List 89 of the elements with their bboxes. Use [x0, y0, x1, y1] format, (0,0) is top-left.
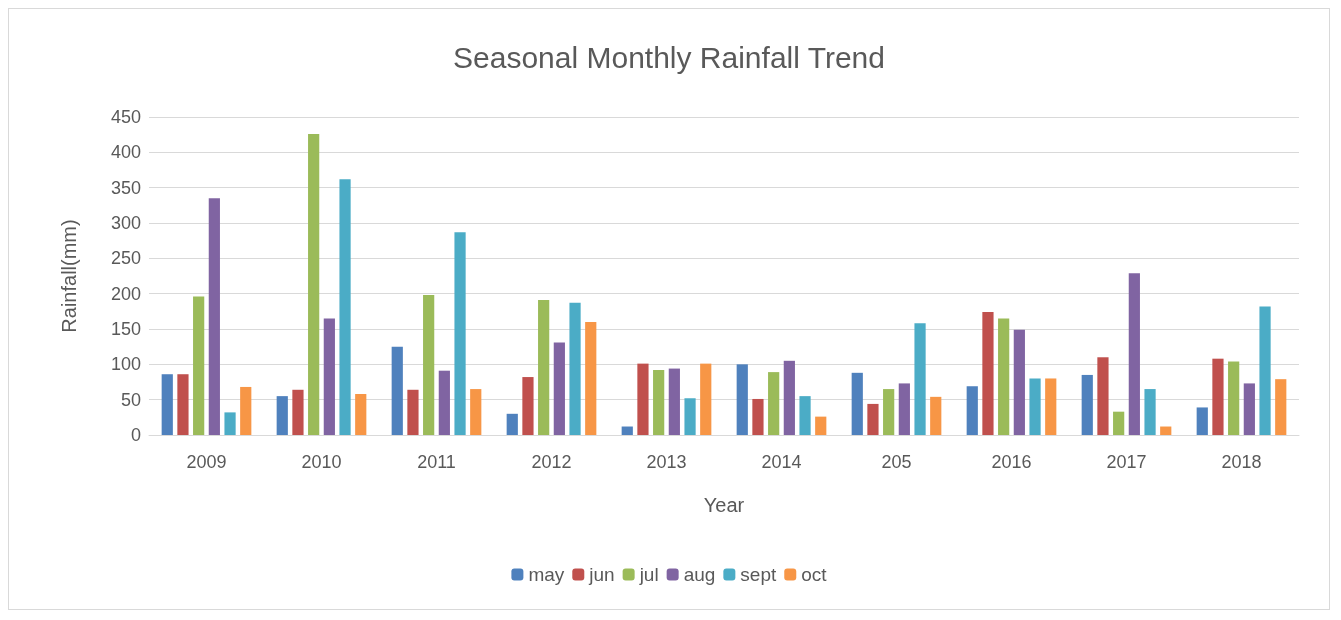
bar	[783, 360, 795, 435]
y-tick-label: 50	[120, 389, 141, 410]
y-axis-title: Rainfall(mm)	[58, 219, 80, 333]
y-tick-label: 300	[110, 213, 141, 233]
bar	[240, 386, 252, 435]
x-tick-label: 2012	[531, 452, 572, 472]
bar	[454, 232, 466, 435]
bar	[966, 386, 978, 435]
bar	[1196, 407, 1208, 435]
bar	[585, 321, 597, 435]
bar	[883, 389, 895, 435]
bar	[1113, 411, 1125, 435]
y-tick-label: 400	[110, 142, 141, 163]
bar	[391, 346, 403, 435]
bar	[815, 416, 827, 435]
bar	[898, 383, 910, 435]
bar	[668, 368, 680, 435]
bar	[538, 300, 550, 435]
bar	[1212, 358, 1224, 435]
x-tick-label: 2009	[186, 452, 227, 472]
bar	[914, 323, 926, 435]
legend-label: aug	[683, 564, 716, 585]
bar	[407, 389, 419, 435]
y-tick-label: 200	[110, 283, 141, 304]
bar	[292, 389, 304, 435]
bar	[177, 374, 189, 435]
bar	[930, 396, 942, 435]
chart-title: Seasonal Monthly Rainfall Trend	[453, 40, 885, 74]
bar	[193, 296, 205, 435]
y-tick-label: 150	[110, 319, 141, 339]
x-tick-label: 205	[881, 452, 912, 472]
x-tick-label: 2011	[417, 452, 456, 472]
y-tick-label: 100	[110, 354, 141, 375]
legend-label: oct	[801, 564, 828, 585]
y-tick-label: 350	[110, 177, 141, 198]
x-tick-label: 2018	[1221, 452, 1262, 472]
x-tick-label: 2016	[991, 452, 1032, 472]
bar	[276, 396, 288, 435]
bar	[438, 370, 450, 435]
bar	[851, 372, 863, 435]
bar	[323, 318, 335, 435]
bar	[553, 342, 565, 435]
bar	[339, 179, 351, 435]
bar	[867, 403, 879, 435]
y-tick-label: 0	[130, 425, 141, 445]
bar	[1081, 374, 1093, 435]
bar	[423, 295, 435, 435]
legend-label: jul	[638, 564, 659, 585]
bar	[1045, 378, 1057, 435]
bar	[1013, 329, 1025, 435]
bar	[208, 198, 220, 435]
bar	[799, 396, 811, 435]
bar	[224, 412, 236, 435]
bar	[1160, 426, 1172, 435]
x-tick-label: 2010	[301, 452, 342, 472]
x-tick-label: 2013	[646, 452, 687, 472]
bar	[653, 369, 665, 435]
bar	[1259, 306, 1271, 435]
bar	[621, 426, 633, 435]
bar	[1228, 361, 1240, 435]
bar	[1275, 379, 1287, 435]
bar	[355, 394, 367, 435]
legend-label: may	[528, 564, 565, 585]
bar	[982, 312, 994, 435]
legend-label: jun	[588, 564, 615, 585]
bar	[637, 363, 649, 435]
bar	[700, 363, 712, 435]
bar	[752, 398, 764, 435]
bar	[1243, 383, 1255, 435]
legend-label: sept	[740, 564, 777, 585]
bar	[1097, 357, 1109, 435]
x-tick-label: 2017	[1106, 452, 1147, 472]
x-axis-title: Year	[703, 494, 745, 516]
bar	[684, 398, 696, 435]
bar	[768, 372, 780, 435]
bar	[569, 302, 581, 435]
bar	[308, 133, 320, 435]
bar	[506, 413, 518, 435]
y-tick-label: 450	[110, 107, 141, 127]
bar	[1029, 378, 1041, 435]
bar	[1128, 273, 1140, 435]
bar	[1144, 389, 1156, 435]
y-tick-label: 250	[110, 248, 141, 269]
bar	[998, 318, 1010, 435]
x-tick-label: 2014	[761, 452, 802, 472]
bar	[470, 389, 482, 435]
bar	[161, 374, 173, 435]
bar	[522, 377, 534, 435]
bar	[736, 364, 748, 435]
